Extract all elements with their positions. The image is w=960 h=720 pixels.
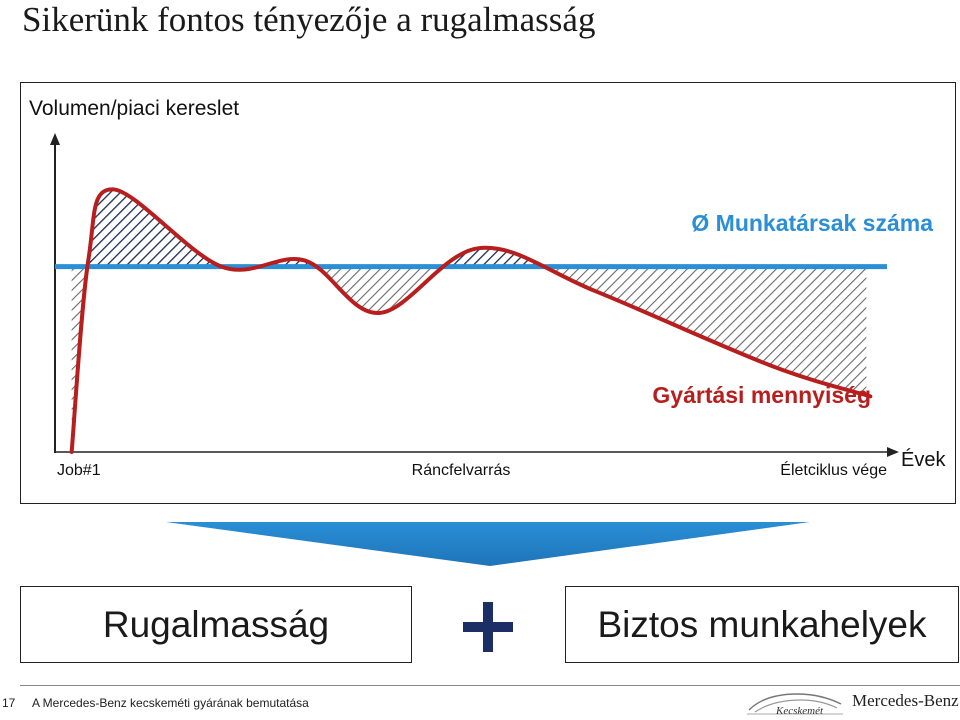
page-number: 17 <box>2 696 16 710</box>
x-tick-end-of-life: Életciklus vége <box>780 460 887 479</box>
footer-text: A Mercedes-Benz kecskeméti gyárának bemu… <box>32 696 309 710</box>
plus-icon <box>463 602 513 652</box>
deficit-hatch-area <box>71 266 867 452</box>
workforce-label: Ø Munkatársak száma <box>691 210 933 236</box>
flexibility-box: Rugalmasság <box>20 586 412 663</box>
flexibility-label: Rugalmasság <box>102 603 330 645</box>
production-label: Gyártási mennyiség <box>652 382 871 408</box>
footer-divider <box>20 685 960 686</box>
x-tick-job1: Job#1 <box>57 462 101 479</box>
secure-jobs-box: Biztos munkahelyek <box>565 586 959 663</box>
production-curve <box>69 187 873 454</box>
x-axis-arrow <box>887 447 899 457</box>
secure-jobs-label: Biztos munkahelyek <box>597 603 927 645</box>
plant-logo-icon <box>747 693 843 715</box>
brand-name: Mercedes-Benz <box>852 691 959 710</box>
y-axis-arrow <box>50 133 60 145</box>
chart-frame: Volumen/piaci kereslet Ø Munkatársak szá… <box>20 82 956 504</box>
brand-city: Kecskemét <box>776 705 824 717</box>
funnel-arrow <box>166 522 810 566</box>
y-axis-label: Volumen/piaci kereslet <box>29 97 239 120</box>
x-tick-facelift: Ráncfelvarrás <box>412 462 511 479</box>
chart-svg: Volumen/piaci kereslet Ø Munkatársak szá… <box>29 97 946 479</box>
x-axis-label: Évek <box>901 448 946 471</box>
slide-title: Sikerünk fontos tényezője a rugalmasság <box>22 0 596 39</box>
